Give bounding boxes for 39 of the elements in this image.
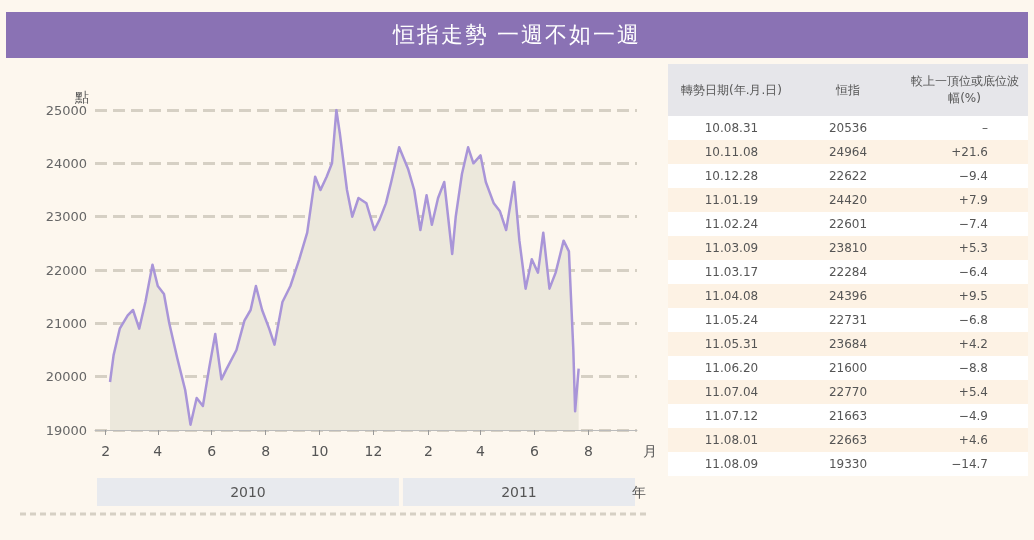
table-row: 11.03.09 23810 +5.3 [668, 236, 1028, 260]
table-row: 11.08.01 22663 +4.6 [668, 428, 1028, 452]
x-tick-label: 10 [310, 443, 329, 459]
table-row: 11.03.17 22284 −6.4 [668, 260, 1028, 284]
text: 2011 [501, 484, 537, 500]
x-tick-label: 8 [261, 443, 271, 459]
table-row: 11.06.20 21600 −8.8 [668, 356, 1028, 380]
y-tick-label: 19000 [45, 422, 87, 438]
x-axis-title: 月 [643, 443, 657, 459]
y-tick-label: 24000 [45, 155, 87, 171]
x-tick-label: 4 [476, 443, 486, 459]
x-tick-label: 8 [583, 443, 593, 459]
y-tick-label: 20000 [45, 369, 87, 385]
y-tick-label: 25000 [45, 102, 87, 118]
y-tick-label: 21000 [45, 315, 87, 331]
table-row: 11.04.08 24396 +9.5 [668, 284, 1028, 308]
y-axis-title: 點 [74, 88, 89, 105]
category-label: 恒指 [835, 81, 861, 99]
x-tick-label: 2 [423, 443, 433, 459]
table-row: 11.08.09 19330 −14.7 [668, 452, 1028, 476]
table-row: 11.05.24 22731 −6.8 [668, 308, 1028, 332]
table-row: 10.08.31 20536 – [668, 116, 1028, 140]
table-row: 11.05.31 23684 +4.2 [668, 332, 1028, 356]
text: 2010 [230, 484, 266, 500]
table-row: 10.12.28 22622 −9.4 [668, 164, 1028, 188]
category-label: 較上一頂位或底位波幅(%) [909, 73, 1020, 107]
table-row: 11.02.24 22601 −7.4 [668, 212, 1028, 236]
table-row: 11.07.04 22770 +5.4 [668, 380, 1028, 404]
category-label: 轉勢日期(年.月.日) [679, 81, 783, 99]
x-tick-label: 2 [101, 443, 111, 459]
x-tick-label: 6 [529, 443, 539, 459]
table-row: 11.07.12 21663 −4.9 [668, 404, 1028, 428]
text: 年 [632, 484, 646, 500]
y-tick-label: 22000 [45, 262, 87, 278]
y-tick-label: 23000 [45, 209, 87, 225]
x-tick-label: 4 [153, 443, 163, 459]
x-tick-label: 6 [207, 443, 217, 459]
chart-title: 恒指走勢 一週不如一週 [6, 12, 1028, 58]
x-tick-label: 12 [364, 443, 383, 459]
